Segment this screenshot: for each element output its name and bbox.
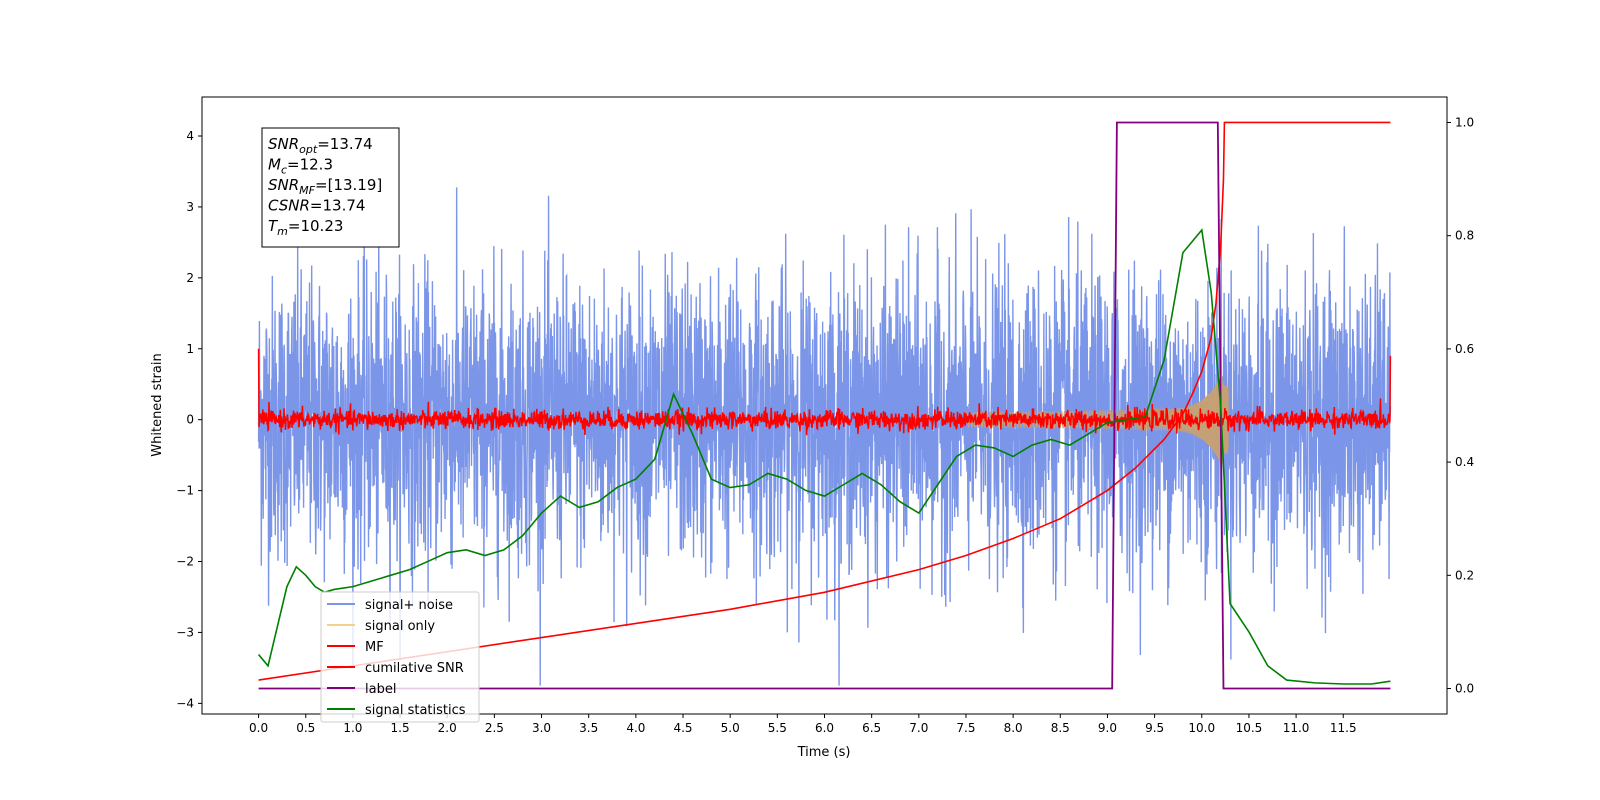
y-tick-label: −1 xyxy=(176,484,194,498)
x-tick-label: 6.0 xyxy=(815,721,834,735)
x-tick-label: 5.5 xyxy=(768,721,787,735)
x-tick-label: 11.5 xyxy=(1330,721,1357,735)
x-tick-label: 5.0 xyxy=(721,721,740,735)
annotation-box: SNRopt=13.74Mc=12.3SNRMF=[13.19]CSNR=13.… xyxy=(261,127,400,248)
y2-tick-label: 0.0 xyxy=(1455,682,1474,696)
x-tick-label: 8.0 xyxy=(1004,721,1023,735)
annotation-line: CSNR=13.74 xyxy=(268,197,365,215)
series-label-line xyxy=(258,121,1391,690)
annotation-line: Mc=12.3 xyxy=(268,156,333,177)
y-tick-label: −4 xyxy=(176,696,194,710)
y2-tick-label: 0.6 xyxy=(1455,342,1474,356)
x-tick-label: 2.0 xyxy=(438,721,457,735)
x-axis-label: Time (s) xyxy=(797,745,851,760)
y2-tick-label: 0.4 xyxy=(1455,455,1474,469)
annotation-line: SNRMF=[13.19] xyxy=(268,176,382,197)
x-tick-label: 2.5 xyxy=(485,721,504,735)
series-mf-line xyxy=(257,348,1392,436)
y-tick-label: −3 xyxy=(176,625,194,639)
legend-label: MF xyxy=(365,640,384,655)
y-tick-label: −2 xyxy=(176,555,194,569)
x-tick-label: 9.0 xyxy=(1098,721,1117,735)
annotation-line: SNRopt=13.74 xyxy=(268,135,373,156)
y-tick-label: 3 xyxy=(186,200,194,214)
y-axis-right: 1.0 0.8 0.6 0.4 0.2 0.0 xyxy=(1447,115,1474,696)
annotation-line: Tm=10.23 xyxy=(268,217,343,238)
legend-label: label xyxy=(365,682,396,697)
y-tick-label: 4 xyxy=(186,129,194,143)
series-signal-statistics-line xyxy=(257,228,1391,685)
series-layer xyxy=(257,121,1392,690)
x-tick-label: 7.5 xyxy=(956,721,975,735)
x-tick-label: 1.5 xyxy=(391,721,410,735)
y-axis-left: 4 3 2 1 0 −1 −2 −3 −4 xyxy=(176,129,202,710)
x-tick-label: 4.0 xyxy=(626,721,645,735)
y-tick-label: 2 xyxy=(186,271,194,285)
x-tick-label: 8.5 xyxy=(1051,721,1070,735)
legend-label: signal statistics xyxy=(365,703,466,718)
x-tick-label: 10.0 xyxy=(1188,721,1215,735)
y2-tick-label: 0.8 xyxy=(1455,229,1474,243)
x-tick-label: 10.5 xyxy=(1236,721,1263,735)
y-tick-label: 0 xyxy=(186,413,194,427)
x-tick-label: 11.0 xyxy=(1283,721,1310,735)
x-tick-label: 1.0 xyxy=(343,721,362,735)
legend-label: cumilative SNR xyxy=(365,661,464,676)
y-tick-label: 1 xyxy=(186,342,194,356)
legend-label: signal only xyxy=(365,619,435,634)
x-tick-label: 9.5 xyxy=(1145,721,1164,735)
x-tick-label: 4.5 xyxy=(673,721,692,735)
legend: signal+ noise signal only MF cumilative SNR… xyxy=(320,591,480,723)
x-tick-label: 7.0 xyxy=(909,721,928,735)
x-tick-label: 0.5 xyxy=(296,721,315,735)
x-tick-label: 3.5 xyxy=(579,721,598,735)
series-cumulative-snr-line xyxy=(258,121,1391,681)
y2-tick-label: 0.2 xyxy=(1455,568,1474,582)
y2-tick-label: 1.0 xyxy=(1455,115,1474,129)
x-tick-label: 0.0 xyxy=(249,721,268,735)
y-axis-label: Whitened strain xyxy=(150,353,165,456)
legend-label: signal+ noise xyxy=(365,598,453,613)
x-axis: 0.0 0.5 1.0 1.5 2.0 2.5 3.0 3.5 4.0 4.5 5.0 5.5 6.0 6… xyxy=(249,714,1357,735)
x-tick-label: 3.0 xyxy=(532,721,551,735)
x-tick-label: 6.5 xyxy=(862,721,881,735)
